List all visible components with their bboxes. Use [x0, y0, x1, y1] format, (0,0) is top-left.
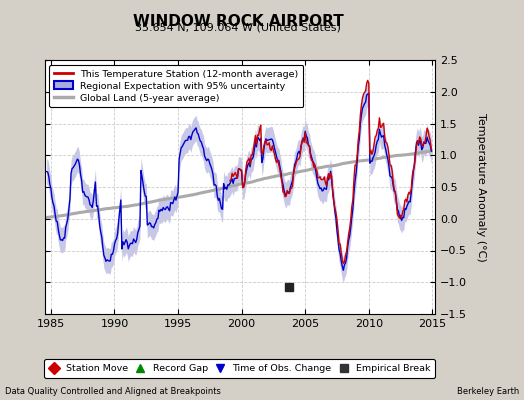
Y-axis label: Temperature Anomaly (°C): Temperature Anomaly (°C) [476, 113, 486, 261]
Text: Data Quality Controlled and Aligned at Breakpoints: Data Quality Controlled and Aligned at B… [5, 387, 221, 396]
Text: Berkeley Earth: Berkeley Earth [456, 387, 519, 396]
Text: 35.654 N, 109.064 W (United States): 35.654 N, 109.064 W (United States) [136, 22, 341, 32]
Legend: Station Move, Record Gap, Time of Obs. Change, Empirical Break: Station Move, Record Gap, Time of Obs. C… [44, 360, 435, 378]
Text: WINDOW ROCK AIRPORT: WINDOW ROCK AIRPORT [133, 14, 344, 29]
